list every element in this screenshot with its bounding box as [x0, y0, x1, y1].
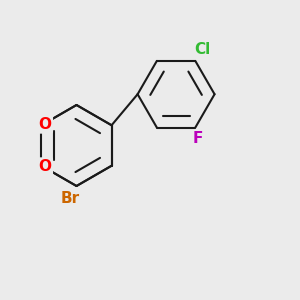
Text: O: O [38, 159, 52, 174]
Text: O: O [38, 117, 52, 132]
Text: Br: Br [61, 191, 80, 206]
Text: Cl: Cl [194, 42, 210, 57]
Text: F: F [193, 131, 203, 146]
